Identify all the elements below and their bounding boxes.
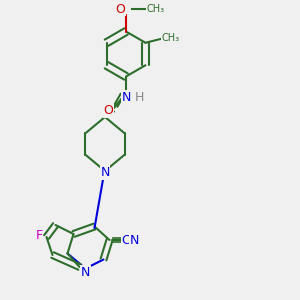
Text: N: N [121, 91, 131, 104]
Text: O: O [104, 104, 113, 117]
Text: CH₃: CH₃ [162, 33, 180, 43]
Text: C: C [122, 233, 130, 247]
Text: N: N [100, 166, 110, 179]
Text: H: H [135, 91, 144, 104]
Text: N: N [81, 266, 90, 279]
Text: O: O [115, 2, 125, 16]
Text: CH₃: CH₃ [147, 4, 165, 14]
Text: F: F [35, 229, 43, 242]
Text: N: N [129, 233, 139, 247]
